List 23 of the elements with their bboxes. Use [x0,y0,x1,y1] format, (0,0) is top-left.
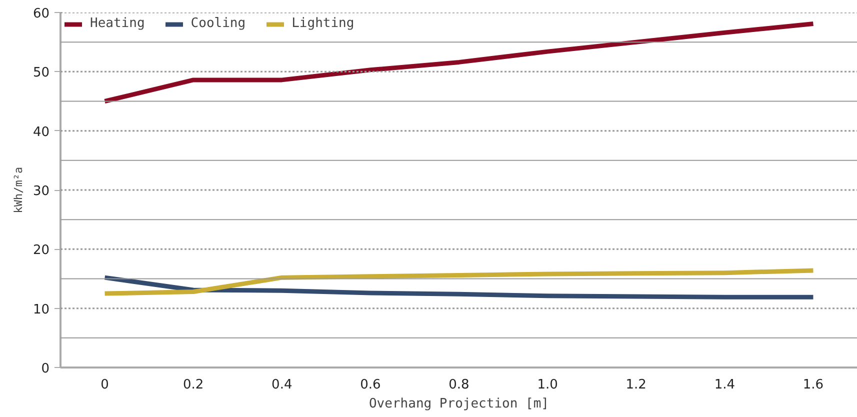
x-tick-label: 0.8 [448,378,470,392]
legend-label: Lighting [292,16,354,31]
y-tick-label: 30 [32,184,50,199]
y-tick-label: 60 [32,6,50,22]
legend-label: Heating [90,16,145,31]
x-tick-label: 1.2 [626,378,646,392]
x-tick-label: 0.6 [360,378,381,392]
y-tick-label: 0 [41,362,50,376]
x-axis-title: Overhang Projection [m] [368,396,550,412]
legend-label: Cooling [190,16,246,31]
x-tick-label: 1.6 [802,378,824,392]
y-tick-label: 40 [32,124,50,140]
x-tick-label: 0.4 [272,378,292,392]
line-series [102,268,816,296]
y-tick-label: 20 [32,243,50,258]
x-tick-label: 0.2 [182,378,204,392]
y-tick-label: 50 [32,66,50,81]
line-series [102,275,816,300]
x-tick-label: 0 [100,378,109,392]
y-axis-title: kWh/m²a [12,166,25,214]
x-tick-label: 1.4 [714,378,736,392]
y-tick-label: 10 [32,302,50,318]
x-tick-label: 1.0 [537,378,558,392]
